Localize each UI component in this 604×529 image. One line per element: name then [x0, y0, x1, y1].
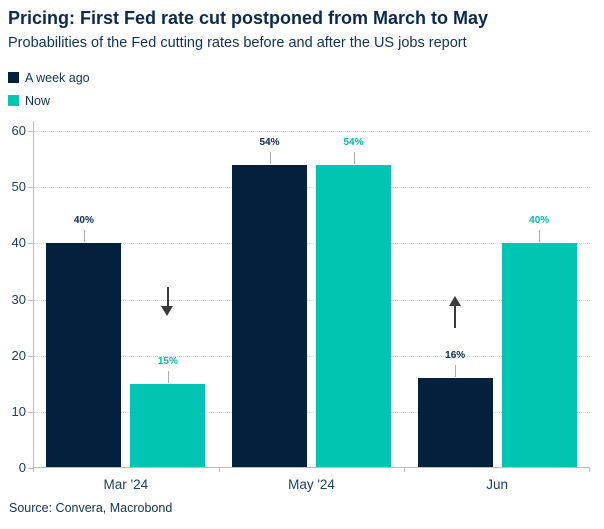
gridline-60: [34, 131, 590, 132]
y-axis-label-60: 60: [11, 123, 26, 138]
y-axis-tick-30: [28, 299, 33, 301]
y-axis-label-30: 30: [11, 291, 26, 307]
y-axis-tick-50: [28, 187, 33, 189]
x-axis-tick-3: [589, 468, 590, 472]
legend-swatch-now: [8, 95, 19, 106]
bar-now-jun: [501, 243, 577, 468]
data-label-connector-now-mar-24: [167, 370, 169, 383]
bar-now-mar-24: [130, 383, 206, 468]
y-axis-label-20: 20: [11, 347, 26, 363]
chart-title: Pricing: First Fed rate cut postponed fr…: [8, 8, 489, 28]
legend-label-a-week-ago: A week ago: [25, 70, 90, 85]
bar-a-week-ago-may-24: [232, 164, 307, 468]
source-note: Source: Convera, Macrobond: [9, 501, 173, 515]
data-label-connector-now-jun: [539, 230, 541, 243]
legend: A week ago Now: [8, 66, 90, 112]
data-label-now-mar-24: 15%: [157, 355, 178, 367]
y-axis-tick-10: [28, 411, 33, 413]
x-axis-line: [33, 467, 590, 468]
arrow-shaft: [454, 306, 457, 328]
data-label-now-may-24: 54%: [343, 136, 364, 148]
y-axis-label-40: 40: [11, 235, 26, 251]
gridline-10: [34, 411, 590, 413]
x-axis-tick-0: [33, 468, 34, 472]
x-axis-label-may-24: May '24: [288, 477, 335, 492]
arrow-shaft: [166, 287, 169, 306]
bar-a-week-ago-mar-24: [46, 243, 122, 468]
legend-item-now: Now: [8, 89, 90, 112]
arrow-head: [161, 306, 174, 316]
y-axis-tick-0: [28, 468, 33, 469]
data-label-connector-now-may-24: [353, 151, 355, 164]
x-axis-label-jun: Jun: [486, 477, 509, 492]
y-axis-tick-40: [28, 243, 33, 245]
data-label-now-jun: 40%: [529, 215, 550, 227]
y-axis-label-0: 0: [18, 460, 26, 475]
arrow-down-icon: [161, 287, 174, 316]
y-axis-label-10: 10: [11, 403, 26, 419]
chart-subtitle: Probabilities of the Fed cutting rates b…: [8, 35, 467, 51]
data-label-connector-a-week-ago-may-24: [269, 151, 271, 164]
x-axis-tick-2: [404, 468, 406, 472]
legend-item-a-week-ago: A week ago: [8, 66, 90, 89]
gridline-30: [34, 299, 590, 301]
data-label-a-week-ago-may-24: 54%: [259, 136, 280, 148]
gridline-20: [34, 355, 590, 357]
bar-now-may-24: [316, 164, 391, 468]
data-label-connector-a-week-ago-mar-24: [83, 230, 85, 243]
y-axis-labels: 0 10 20 30 40 50 60: [0, 121, 27, 475]
y-axis-tick-20: [28, 355, 33, 357]
y-axis-line: [33, 121, 34, 468]
gridline-50: [34, 187, 590, 189]
x-axis-labels: Mar '24 May '24 Jun: [33, 477, 590, 495]
x-axis-tick-1: [218, 468, 220, 472]
y-axis-tick-60: [28, 131, 33, 132]
gridline-40: [34, 243, 590, 245]
plot-area: 40% 15% 54% 54% 16% 40%: [28, 121, 590, 472]
bar-a-week-ago-jun: [417, 378, 493, 468]
legend-swatch-a-week-ago: [8, 72, 19, 83]
arrow-head: [448, 296, 461, 306]
legend-label-now: Now: [25, 93, 51, 108]
arrow-up-icon: [448, 296, 462, 328]
data-label-a-week-ago-mar-24: 40%: [73, 215, 94, 227]
y-axis-label-50: 50: [11, 179, 26, 195]
data-label-a-week-ago-jun: 16%: [445, 350, 466, 362]
data-label-connector-a-week-ago-jun: [455, 365, 457, 378]
x-axis-label-mar-24: Mar '24: [103, 477, 149, 492]
